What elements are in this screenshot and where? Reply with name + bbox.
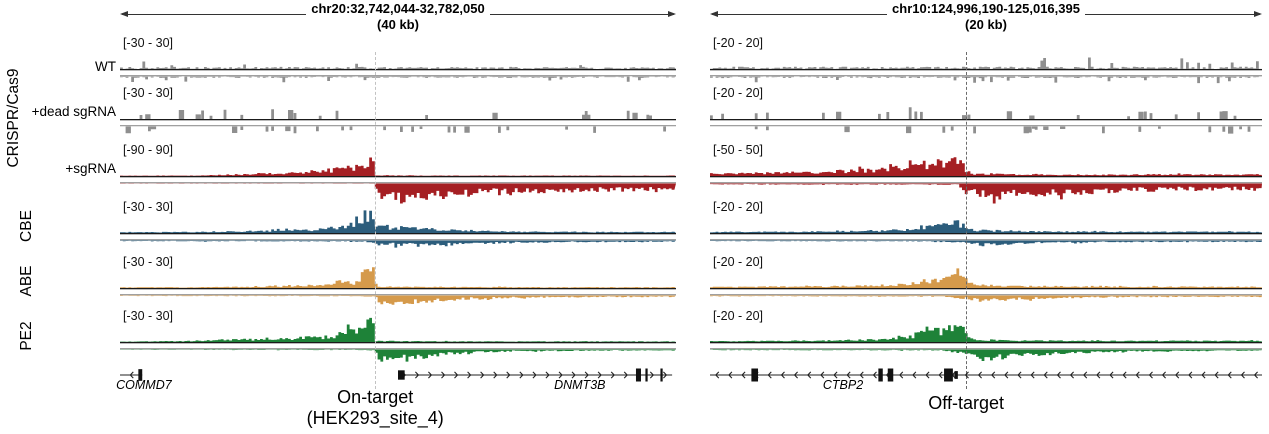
track-signal-dead-sgrna: [120, 109, 676, 134]
track-scale-wt: [-30 - 30]: [123, 36, 174, 50]
panel-off-target: chr10:124,996,190-125,016,395 (20 kb) [-…: [710, 0, 1262, 434]
group-label-abe: ABE: [18, 265, 35, 297]
track-signal-dead-sgrna: [710, 107, 1262, 134]
track-scale-sgrna: [-90 - 90]: [123, 143, 174, 157]
track-scale-cbe: [-30 - 30]: [123, 200, 174, 214]
track-scale-wt: [-20 - 20]: [713, 36, 764, 50]
arrow-left-icon: [710, 11, 718, 17]
locus-coordinates: chr10:124,996,190-125,016,395: [887, 1, 1085, 17]
arrow-right-icon: [668, 11, 676, 17]
gene-label-dnmt3b: DNMT3B: [554, 378, 606, 392]
condition-label-dead-sgrna: +dead sgRNA: [31, 104, 116, 119]
track-scale-abe: [-30 - 30]: [123, 255, 174, 269]
locus-title-wrap: chr20:32,742,044-32,782,050: [120, 0, 676, 18]
panel-on-target: chr20:32,742,044-32,782,050 (40 kb) [-30…: [116, 0, 676, 434]
track-scale-cbe: [-20 - 20]: [713, 200, 764, 214]
window-size-label: (20 kb): [965, 17, 1007, 32]
window-size-label: (40 kb): [377, 17, 419, 32]
track-scale-pe2: [-20 - 20]: [713, 309, 764, 323]
track-signal-pe2: [120, 317, 676, 362]
track-signal-sgrna: [120, 157, 676, 204]
track-signal-pe2: [710, 325, 1262, 361]
track-scale-dead-sgrna: [-30 - 30]: [123, 86, 174, 100]
track-signal-abe: [120, 267, 676, 305]
track-signal-abe: [710, 268, 1262, 302]
track-signal-cbe: [710, 220, 1262, 247]
condition-label-wt: WT: [95, 59, 116, 74]
target-site-sublabel: (HEK293_site_4): [306, 408, 444, 428]
track-signal-sgrna: [710, 157, 1262, 204]
group-label-pe2: PE2: [18, 321, 35, 351]
track-scale-sgrna: [-50 - 50]: [713, 143, 764, 157]
locus-title-wrap: chr10:124,996,190-125,016,395: [710, 0, 1262, 18]
track-signal-wt: [710, 57, 1262, 84]
locus-coordinates: chr20:32,742,044-32,782,050: [306, 1, 490, 17]
cut-site-line: [375, 52, 377, 389]
group-label-cbe: CBE: [18, 210, 35, 242]
track-signal-cbe: [120, 210, 676, 248]
track-signal-wt: [120, 61, 676, 83]
track-scale-pe2: [-30 - 30]: [123, 309, 174, 323]
gene-track: [120, 368, 673, 382]
track-scale-abe: [-20 - 20]: [713, 255, 764, 269]
arrow-right-icon: [1254, 11, 1262, 17]
track-scale-dead-sgrna: [-20 - 20]: [713, 86, 764, 100]
cut-site-line: [966, 52, 968, 389]
condition-label-sgrna: +sgRNA: [65, 161, 116, 176]
gene-label-ctbp2: CTBP2: [822, 378, 864, 392]
arrow-left-icon: [120, 11, 128, 17]
gene-label-commd7: COMMD7: [116, 378, 172, 392]
target-site-label: Off-target: [928, 393, 1004, 413]
gene-track: [710, 368, 1262, 382]
target-site-label: On-target: [337, 387, 414, 407]
